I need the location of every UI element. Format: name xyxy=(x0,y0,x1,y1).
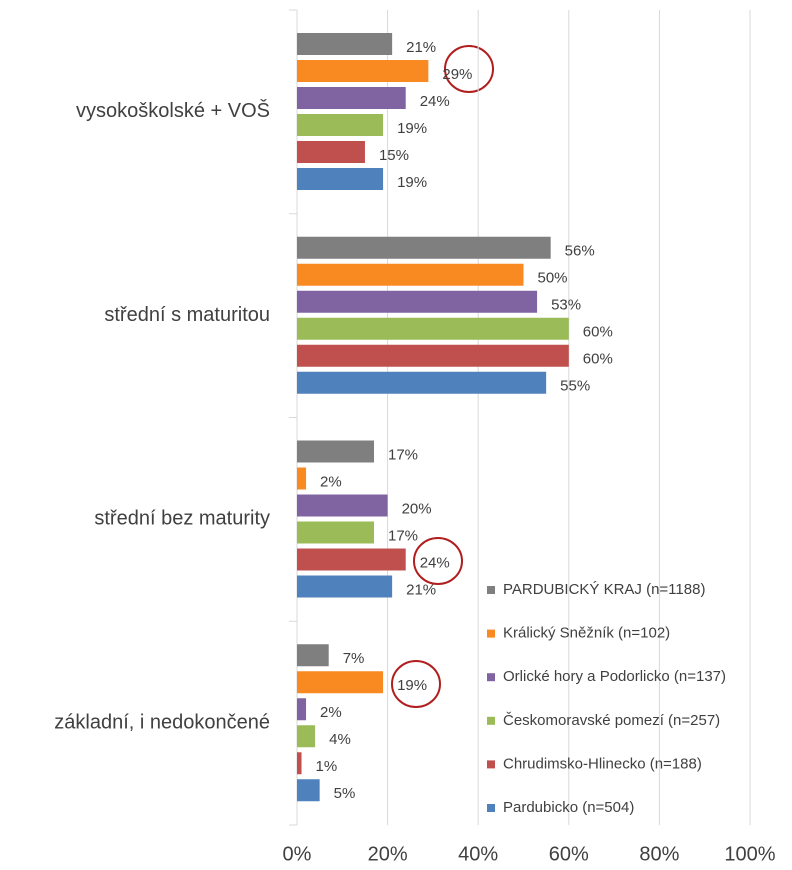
category-label: střední s maturitou xyxy=(104,304,270,326)
category-label: střední bez maturity xyxy=(94,508,270,530)
data-label: 24% xyxy=(420,554,450,571)
bar xyxy=(297,114,384,136)
legend-swatch xyxy=(487,760,495,769)
data-label: 4% xyxy=(329,731,351,748)
data-label: 60% xyxy=(583,324,613,341)
data-label: 19% xyxy=(397,677,427,694)
bar xyxy=(297,440,375,463)
data-label: 29% xyxy=(442,66,472,83)
data-label: 56% xyxy=(565,243,595,260)
highlight-circles xyxy=(391,45,494,708)
x-tick-label: 60% xyxy=(549,843,589,865)
bar xyxy=(297,168,384,190)
bar xyxy=(297,344,569,367)
data-label: 5% xyxy=(334,785,356,802)
x-tick-label: 0% xyxy=(283,843,312,865)
bar xyxy=(297,263,524,286)
x-tick-label: 20% xyxy=(368,843,408,865)
data-label: 21% xyxy=(406,39,436,56)
data-label: 7% xyxy=(343,650,365,667)
data-label: 21% xyxy=(406,581,436,598)
data-label: 60% xyxy=(583,351,613,368)
bar xyxy=(297,371,547,394)
data-label: 15% xyxy=(379,147,409,164)
bar xyxy=(297,494,388,517)
bar xyxy=(297,141,365,163)
legend-label: Pardubicko (n=504) xyxy=(503,799,634,816)
legend-label: Českomoravské pomezí (n=257) xyxy=(503,712,720,729)
legend-swatch xyxy=(487,629,495,638)
legend-swatch xyxy=(487,673,495,682)
bar xyxy=(297,87,406,109)
legend-swatch xyxy=(487,804,495,812)
x-tick-label: 100% xyxy=(724,843,775,865)
bar xyxy=(297,752,302,775)
bar xyxy=(297,290,538,313)
category-label: základní, i nedokončené xyxy=(54,711,270,733)
legend-label: Orlické hory a Podorlicko (n=137) xyxy=(503,668,726,685)
bar xyxy=(297,317,569,340)
data-label: 20% xyxy=(402,500,432,517)
bar xyxy=(297,779,320,802)
data-label: 17% xyxy=(388,527,418,544)
highlight-circle xyxy=(413,537,463,585)
highlight-circle xyxy=(391,660,441,708)
category-label: vysokoškolské + VOŠ xyxy=(76,99,270,122)
bar xyxy=(297,60,429,82)
bar xyxy=(297,548,406,571)
bar xyxy=(297,671,384,694)
data-label: 2% xyxy=(320,704,342,721)
legend-swatch xyxy=(487,586,495,594)
data-label: 19% xyxy=(397,120,427,137)
x-tick-label: 40% xyxy=(458,843,498,865)
bar xyxy=(297,236,551,259)
x-tick-label: 80% xyxy=(639,843,679,865)
data-label: 2% xyxy=(320,473,342,490)
data-label: 50% xyxy=(538,270,568,287)
legend-label: Chrudimsko-Hlinecko (n=188) xyxy=(503,755,702,772)
bar xyxy=(297,521,375,544)
data-label: 24% xyxy=(420,93,450,110)
legend-swatch xyxy=(487,716,495,725)
data-label: 19% xyxy=(397,174,427,191)
legend-label: PARDUBICKÝ KRAJ (n=1188) xyxy=(503,581,705,598)
highlight-circle xyxy=(444,45,494,93)
data-label: 17% xyxy=(388,446,418,463)
bar xyxy=(297,698,307,721)
bar xyxy=(297,33,393,55)
bar xyxy=(297,644,329,667)
data-label: 53% xyxy=(551,297,581,314)
bar xyxy=(297,725,316,748)
bar xyxy=(297,575,393,598)
bar xyxy=(297,467,307,490)
legend-label: Králický Sněžník (n=102) xyxy=(503,625,670,642)
data-label: 1% xyxy=(316,758,338,775)
data-label: 55% xyxy=(560,378,590,395)
